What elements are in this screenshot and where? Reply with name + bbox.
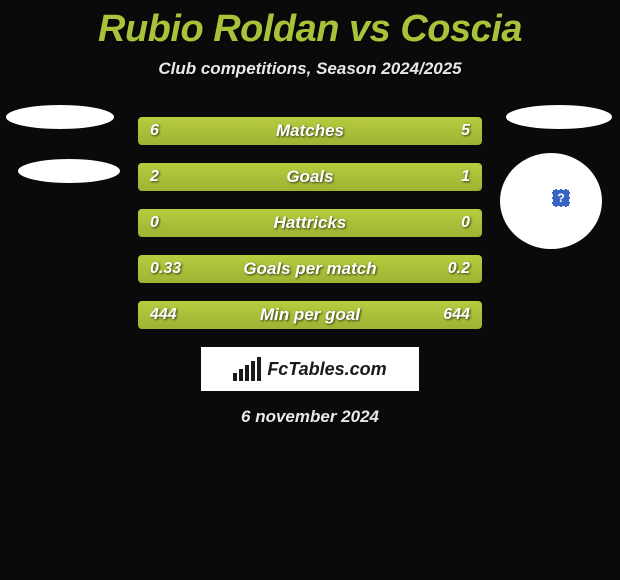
- bar-value-left: 444: [150, 306, 177, 324]
- date-text: 6 november 2024: [0, 407, 620, 427]
- bar-right: [327, 117, 482, 145]
- subtitle: Club competitions, Season 2024/2025: [0, 59, 620, 79]
- bar-label: Min per goal: [260, 305, 360, 325]
- bar-value-left: 6: [150, 122, 159, 140]
- ellipse-shape: [6, 105, 114, 129]
- bar-value-left: 2: [150, 168, 159, 186]
- bar-label: Matches: [276, 121, 344, 141]
- bar-value-right: 0: [461, 214, 470, 232]
- bar-value-right: 644: [443, 306, 470, 324]
- bar-value-left: 0.33: [150, 260, 181, 278]
- comparison-chart: ? 6 Matches 5 2 Goals 1 0 Hattricks 0 0.33 Goals p…: [0, 117, 620, 329]
- bar-value-right: 0.2: [448, 260, 470, 278]
- bar-row: 2 Goals 1: [138, 163, 482, 191]
- bars-container: 6 Matches 5 2 Goals 1 0 Hattricks 0 0.33 Goals per…: [138, 117, 482, 329]
- bar-value-right: 5: [461, 122, 470, 140]
- bar-row: 0 Hattricks 0: [138, 209, 482, 237]
- bar-label: Hattricks: [274, 213, 347, 233]
- ellipse-shape: [506, 105, 612, 129]
- bar-row: 0.33 Goals per match 0.2: [138, 255, 482, 283]
- footer-logo-text: FcTables.com: [267, 359, 386, 380]
- bar-row: 444 Min per goal 644: [138, 301, 482, 329]
- bar-value-left: 0: [150, 214, 159, 232]
- bar-label: Goals per match: [243, 259, 376, 279]
- broken-image-icon: ?: [552, 189, 570, 207]
- bar-value-right: 1: [461, 168, 470, 186]
- circle-shape: [500, 153, 602, 249]
- bar-row: 6 Matches 5: [138, 117, 482, 145]
- ellipse-shape: [18, 159, 120, 183]
- footer-logo: FcTables.com: [201, 347, 419, 391]
- bar-label: Goals: [286, 167, 333, 187]
- page-title: Rubio Roldan vs Coscia: [0, 0, 620, 51]
- fctables-icon: [233, 357, 261, 381]
